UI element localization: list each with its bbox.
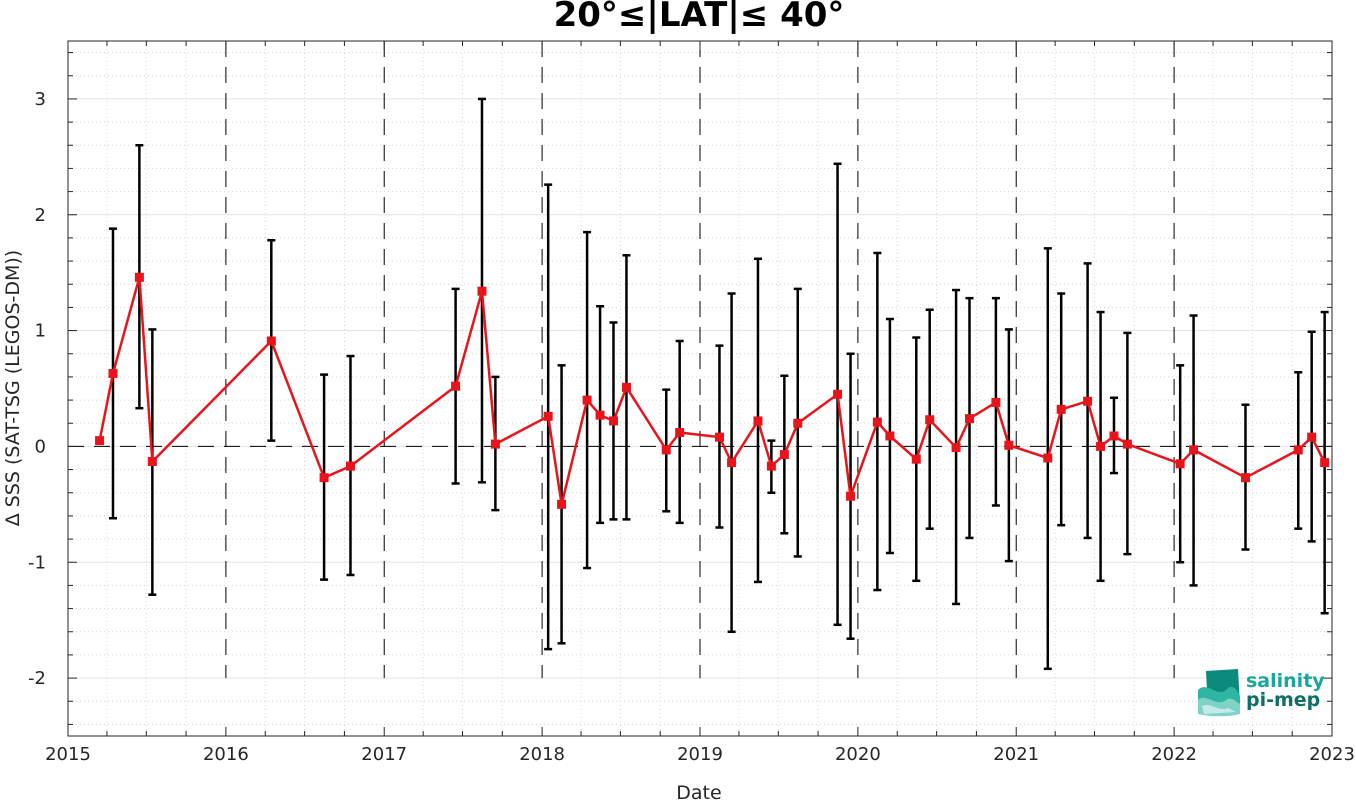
data-point (266, 336, 276, 346)
series-line (98, 276, 1326, 506)
data-point (451, 381, 461, 391)
data-point (95, 436, 105, 446)
chart-title: 20°≤|LAT|≤ 40° (554, 0, 845, 35)
x-tick-label: 2019 (677, 744, 723, 765)
data-point (1043, 453, 1053, 463)
x-tick-label: 2015 (45, 744, 91, 765)
x-tick-label: 2018 (519, 744, 565, 765)
data-point (1096, 441, 1106, 451)
data-point (1083, 396, 1093, 406)
data-point (766, 461, 776, 471)
x-axis-title: Date (676, 782, 721, 801)
data-point (108, 368, 118, 378)
y-tick-label: -1 (28, 552, 46, 573)
data-point (1240, 473, 1250, 483)
data-point (991, 397, 1001, 407)
x-tick-label: 2022 (1151, 744, 1197, 765)
data-point (779, 450, 789, 460)
y-tick-label: 0 (35, 436, 46, 457)
data-point (1122, 439, 1132, 449)
x-tick-label: 2017 (361, 744, 407, 765)
x-tick-label: 2021 (993, 744, 1039, 765)
y-tick-label: 1 (35, 321, 46, 342)
y-tick-labels: -2 -1 0 1 2 3 (28, 89, 46, 689)
data-point (753, 416, 763, 426)
data-point (872, 417, 882, 427)
y-tick-label: 2 (35, 205, 46, 226)
data-point (1004, 440, 1014, 450)
logo-wave-icon (1198, 669, 1240, 717)
data-point (1109, 431, 1119, 441)
data-point (833, 389, 843, 399)
x-tick-labels: 2015 2016 2017 2018 2019 2020 2021 2022 2023 (45, 744, 1355, 765)
data-point (1056, 404, 1066, 414)
data-point (490, 439, 500, 449)
data-point (608, 416, 618, 426)
x-tick-label: 2016 (203, 744, 249, 765)
logo-text-line2: pi-mep (1246, 689, 1320, 711)
data-point (885, 431, 895, 441)
data-point (621, 382, 631, 392)
logo-text-line1: salinity (1246, 670, 1325, 692)
data-point (964, 414, 974, 424)
data-point (846, 491, 856, 501)
data-point (661, 445, 671, 455)
data-point (543, 411, 553, 421)
y-axis-title: Δ SSS (SAT-TSG (LEGOS-DM)) (2, 250, 24, 526)
data-point (925, 415, 935, 425)
data-point (951, 443, 961, 453)
data-point (557, 499, 567, 509)
tick-marks (67, 41, 1333, 736)
salinity-pi-mep-logo: salinity pi-mep (1198, 669, 1325, 717)
data-point (582, 395, 592, 405)
data-point (477, 286, 487, 296)
data-point (1175, 459, 1185, 469)
data-point (714, 432, 724, 442)
data-point (1189, 445, 1199, 455)
series-markers (95, 272, 1330, 509)
data-point (1320, 458, 1330, 468)
y-tick-label: -2 (28, 668, 46, 689)
data-point (595, 410, 605, 420)
x-tick-label: 2020 (835, 744, 881, 765)
data-point (147, 456, 157, 466)
data-point (345, 461, 355, 471)
data-point (911, 454, 921, 464)
data-point (134, 272, 144, 282)
series-line-path (98, 276, 1326, 506)
data-point (675, 428, 685, 438)
x-tick-label: 2023 (1309, 744, 1355, 765)
data-point (1307, 432, 1317, 442)
data-point (727, 458, 737, 468)
data-point (1293, 445, 1303, 455)
y-tick-label: 3 (35, 89, 46, 110)
data-point (319, 473, 329, 483)
year-dashed-lines (225, 41, 1175, 679)
data-point (793, 418, 803, 428)
